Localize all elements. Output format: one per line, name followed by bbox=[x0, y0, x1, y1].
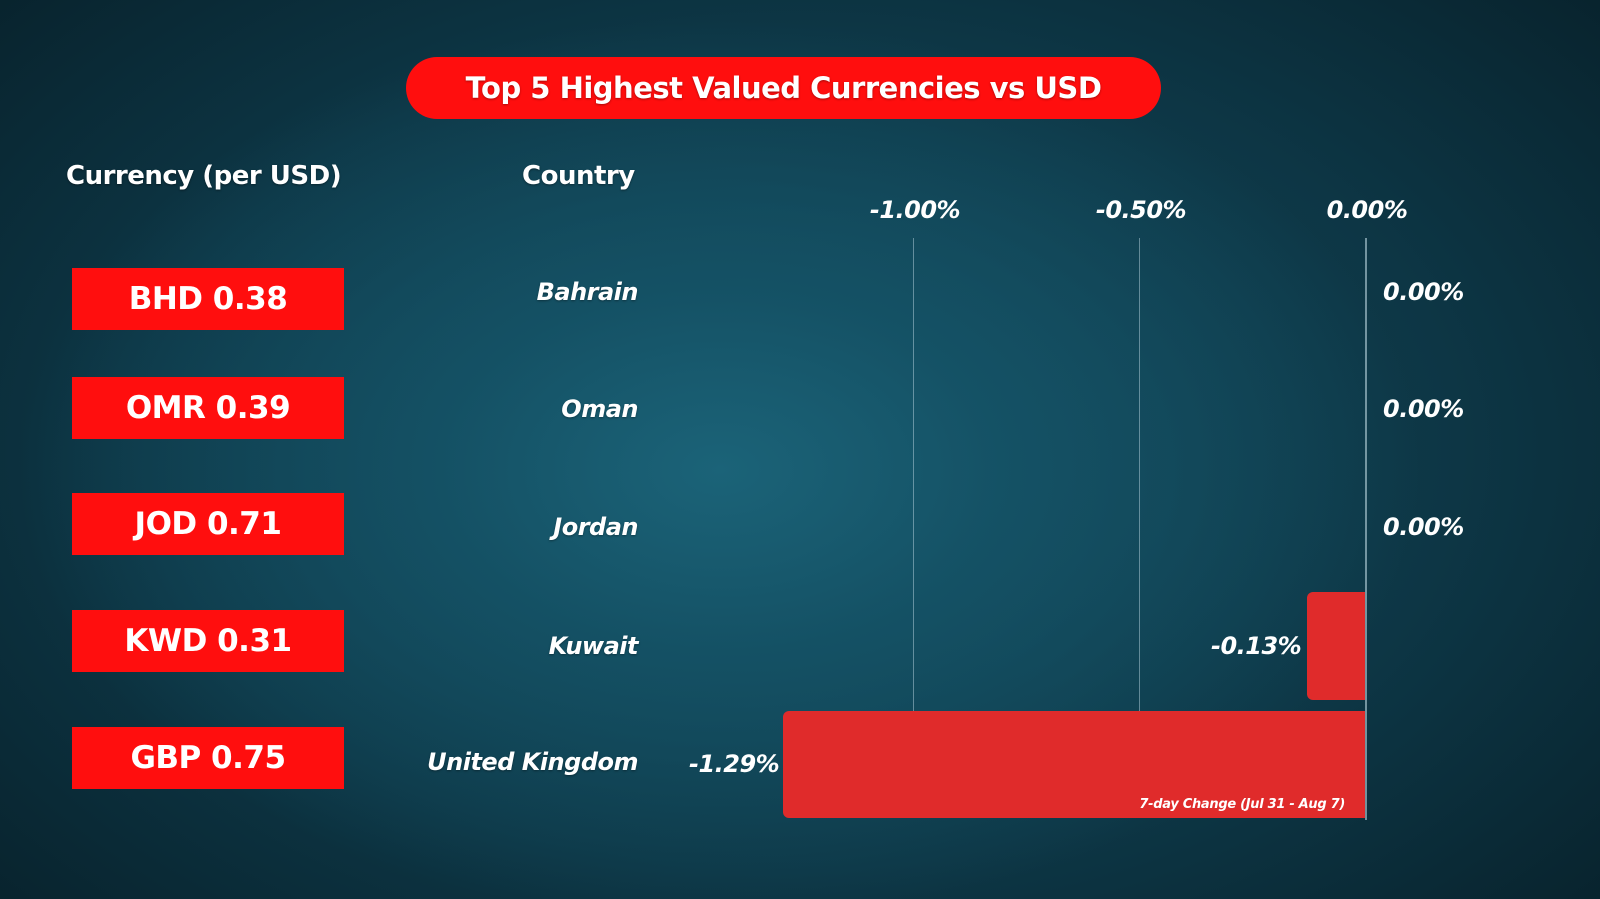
currency-label: GBP 0.75 bbox=[130, 740, 286, 776]
country-label: United Kingdom bbox=[427, 748, 638, 776]
gridline bbox=[1139, 238, 1140, 711]
value-label: -0.13% bbox=[1211, 632, 1302, 660]
country-label: Jordan bbox=[553, 513, 638, 541]
bar-united-kingdom: 7-day Change (Jul 31 - Aug 7) bbox=[783, 711, 1365, 818]
currency-badge: GBP 0.75 bbox=[72, 727, 344, 789]
bar-kuwait bbox=[1307, 592, 1365, 700]
country-label: Bahrain bbox=[536, 278, 639, 306]
chart-title: Top 5 Highest Valued Currencies vs USD bbox=[465, 71, 1102, 105]
value-label: 0.00% bbox=[1383, 513, 1464, 541]
x-tick-label: -0.50% bbox=[1095, 196, 1187, 224]
currency-label: JOD 0.71 bbox=[134, 506, 282, 542]
gridline bbox=[913, 238, 914, 711]
currency-label: KWD 0.31 bbox=[124, 623, 292, 659]
currency-label: OMR 0.39 bbox=[125, 390, 291, 426]
zero-axis-line bbox=[1365, 238, 1367, 820]
currency-badge: OMR 0.39 bbox=[72, 377, 344, 439]
currency-label: BHD 0.38 bbox=[128, 281, 288, 317]
currency-column-header: Currency (per USD) bbox=[66, 161, 342, 191]
currency-badge: BHD 0.38 bbox=[72, 268, 344, 330]
country-column-header: Country bbox=[522, 161, 635, 191]
title-banner: Top 5 Highest Valued Currencies vs USD bbox=[406, 57, 1161, 119]
currency-badge: KWD 0.31 bbox=[72, 610, 344, 672]
country-label: Oman bbox=[561, 395, 638, 423]
value-label: 0.00% bbox=[1383, 395, 1464, 423]
value-label: -1.29% bbox=[689, 750, 780, 778]
country-label: Kuwait bbox=[548, 632, 639, 660]
chart-footnote: 7-day Change (Jul 31 - Aug 7) bbox=[1139, 797, 1345, 812]
x-tick-label: -1.00% bbox=[869, 196, 961, 224]
x-tick-label: 0.00% bbox=[1326, 196, 1408, 224]
currency-badge: JOD 0.71 bbox=[72, 493, 344, 555]
value-label: 0.00% bbox=[1383, 278, 1464, 306]
